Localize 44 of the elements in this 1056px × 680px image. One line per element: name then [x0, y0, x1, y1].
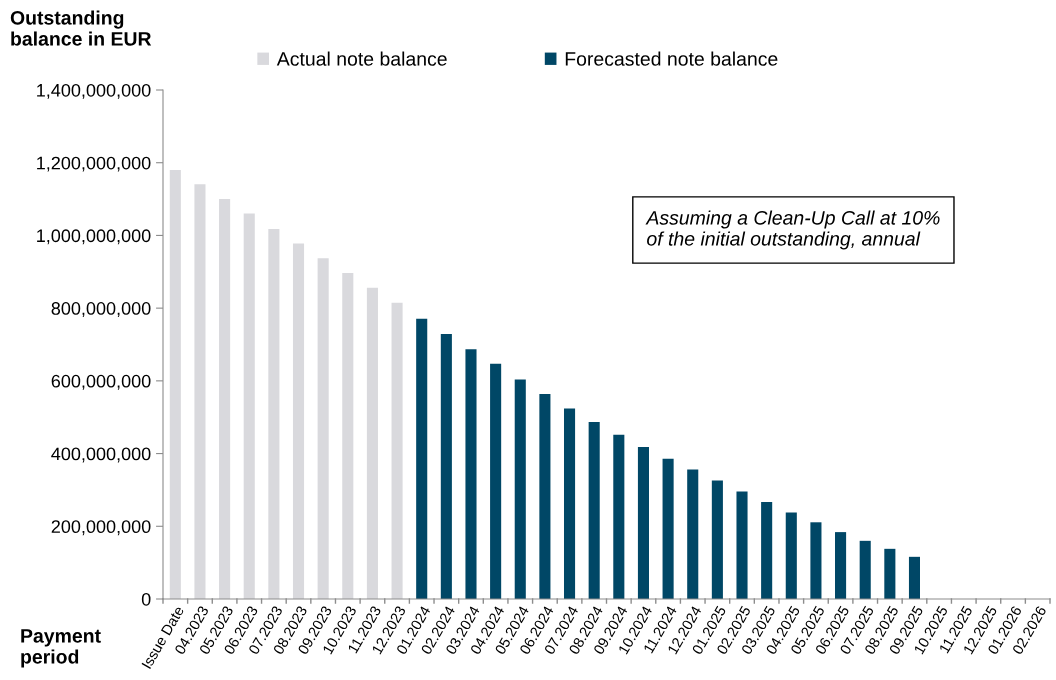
bar — [810, 522, 822, 599]
bar — [564, 408, 576, 599]
x-axis-title: Payment period — [21, 629, 101, 668]
y-tick-label: 1,400,000,000 — [37, 83, 151, 99]
bar — [440, 333, 452, 599]
bar — [785, 512, 797, 599]
y-tick-label: 800,000,000 — [51, 302, 151, 317]
bar — [835, 532, 847, 599]
bar — [219, 199, 231, 599]
legend-label: Forecasted note balance — [565, 51, 778, 66]
bar — [416, 318, 428, 599]
legend-label: Actual note balance — [276, 51, 447, 66]
bar — [490, 363, 502, 599]
y-tick-label: 1,000,000,000 — [37, 229, 151, 245]
annotation: Assuming a Clean-Up Call at 10% of the initial outstanding, annual — [645, 210, 940, 250]
bar — [514, 379, 526, 599]
bar — [859, 540, 871, 599]
bar — [292, 243, 305, 599]
bar — [317, 258, 329, 599]
bar — [539, 393, 551, 599]
bar — [736, 491, 748, 599]
y-axis-title: Outstanding balance in EUR — [10, 10, 152, 46]
y-tick-label: 0 — [141, 592, 151, 606]
bar — [342, 272, 354, 599]
bar — [711, 480, 723, 599]
bar — [884, 548, 896, 599]
bar — [243, 213, 255, 599]
bar — [465, 349, 477, 599]
bar — [169, 169, 181, 599]
bar — [761, 501, 773, 599]
bar — [366, 287, 378, 599]
y-tick-label: 400,000,000 — [51, 447, 151, 463]
bar — [637, 447, 649, 599]
y-tick-label: 600,000,000 — [51, 374, 151, 390]
bar — [687, 469, 699, 599]
bar — [268, 228, 280, 599]
y-tick-label: 1,200,000,000 — [37, 156, 151, 172]
bar — [662, 458, 674, 599]
bar — [908, 556, 921, 599]
bar — [613, 434, 625, 599]
bar — [391, 302, 403, 599]
bar — [194, 184, 206, 599]
bar — [588, 421, 600, 599]
y-tick-label: 200,000,000 — [51, 520, 151, 536]
